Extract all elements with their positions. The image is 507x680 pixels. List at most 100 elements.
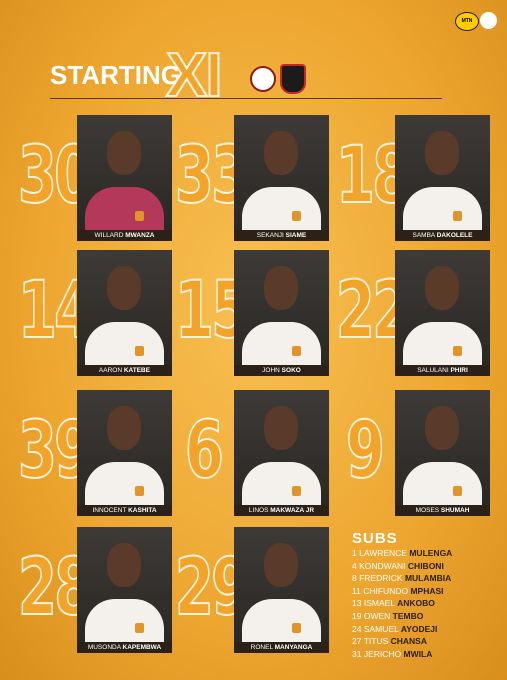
last-name: KAPEMBWA	[122, 644, 162, 651]
first-name: SAMBA	[412, 232, 435, 239]
last-name: DAKOLELE	[436, 232, 473, 239]
shirt-number: 15	[174, 266, 251, 356]
sub-row: 11 CHIFUNDO MPHASI	[352, 585, 452, 598]
first-name: SEKANJI	[256, 232, 284, 239]
player-photo	[395, 390, 490, 505]
sub-number: 27	[352, 636, 362, 647]
name-bar: JOHN SOKO	[234, 365, 329, 376]
sub-first: SAMUEL	[363, 623, 399, 634]
first-name: MUSONDA	[87, 644, 121, 651]
player-photo	[234, 390, 329, 505]
name-bar: WILLARD MWANZA	[77, 230, 172, 241]
crest	[292, 623, 301, 633]
shirt-number: 33	[174, 131, 251, 221]
player-photo	[77, 390, 172, 505]
subs-title: SUBS	[352, 530, 398, 547]
name-bar: MOSES SHUMAH	[395, 505, 490, 516]
crest	[453, 486, 462, 496]
head	[264, 266, 298, 310]
subs: SUBS 1 LAWRENCE MULENGA 4 KONDWANI CHIBON…	[352, 530, 452, 660]
sub-first: OWEN	[363, 610, 391, 621]
sub-last: TEMBO	[392, 610, 424, 621]
sub-number: 13	[352, 598, 362, 609]
title-rule	[50, 98, 442, 99]
sub-last: CHANSA	[390, 636, 427, 647]
sub-row: 1 LAWRENCE MULENGA	[352, 547, 452, 560]
name-bar: SALULANI PHIRI	[395, 365, 490, 376]
sub-number: 19	[352, 610, 362, 621]
shirt	[85, 462, 164, 505]
sub-number: 31	[352, 648, 362, 659]
sub-last: ANKOBO	[397, 598, 435, 609]
sub-last: MWILA	[403, 648, 433, 659]
head	[107, 266, 141, 310]
shirt-number: 30	[17, 131, 94, 221]
player-photo	[77, 527, 172, 642]
league-logo	[480, 12, 497, 29]
player-photo	[77, 250, 172, 365]
player-photo	[234, 527, 329, 642]
first-name: MOSES	[415, 507, 440, 514]
sub-row: 24 SAMUEL AYODEJI	[352, 623, 452, 636]
name-bar: MUSONDA KAPEMBWA	[77, 642, 172, 653]
name-bar: SEKANJI SIAME	[234, 230, 329, 241]
sponsor-logo: MTN	[455, 12, 479, 31]
crest	[135, 211, 144, 221]
title-xi: XI	[165, 40, 224, 111]
sub-number: 4	[352, 560, 357, 571]
name-bar: SAMBA DAKOLELE	[395, 230, 490, 241]
last-name: MANYANGA	[274, 644, 313, 651]
player-photo	[234, 250, 329, 365]
head	[264, 543, 298, 587]
last-name: KASHITA	[128, 507, 157, 514]
sub-last: AYODEJI	[400, 623, 438, 634]
shirt	[85, 599, 164, 642]
shirt	[403, 322, 482, 365]
sub-first: FREDRICK	[359, 573, 403, 584]
crest	[135, 623, 144, 633]
player-photo	[234, 115, 329, 230]
last-name: MWANZA	[125, 232, 155, 239]
sub-first: JERICHO	[363, 648, 402, 659]
shirt	[242, 322, 321, 365]
first-name: JOHN	[262, 367, 280, 374]
first-name: INNOCENT	[92, 507, 127, 514]
sub-number: 11	[352, 585, 361, 596]
sub-row: 27 TITUS CHANSA	[352, 635, 452, 648]
head	[107, 131, 141, 175]
first-name: RONEL	[250, 644, 273, 651]
player-photo	[395, 115, 490, 230]
sub-first: LAWRENCE	[359, 548, 407, 558]
shirt	[403, 187, 482, 230]
shirt	[242, 462, 321, 505]
club-badge	[250, 66, 276, 92]
sub-row: 4 KONDWANI CHIBONI	[352, 560, 452, 573]
first-name: LINOS	[248, 507, 269, 514]
name-bar: INNOCENT KASHITA	[77, 505, 172, 516]
player-photo	[395, 250, 490, 365]
crest	[453, 211, 462, 221]
shirt	[242, 599, 321, 642]
name-bar: AARON KATEBE	[77, 365, 172, 376]
sub-row: 19 OWEN TEMBO	[352, 610, 452, 623]
crest	[292, 211, 301, 221]
head	[425, 406, 459, 450]
crest	[292, 346, 301, 356]
sub-last: MULENGA	[409, 548, 453, 558]
crest	[135, 346, 144, 356]
sub-last: MULAMBIA	[404, 573, 452, 584]
last-name: SIAME	[285, 232, 307, 239]
name-bar: LINOS MAKWAZA JR	[234, 505, 329, 516]
shirt	[85, 187, 164, 230]
title-starting: STARTING	[50, 60, 181, 90]
shirt-number: 29	[174, 543, 251, 633]
last-name: SOKO	[281, 367, 301, 374]
first-name: WILLARD	[94, 232, 124, 239]
crest	[292, 486, 301, 496]
shirt-number: 18	[335, 131, 412, 221]
shirt-number: 22	[335, 266, 412, 356]
head	[425, 266, 459, 310]
shirt-number: 39	[17, 406, 94, 496]
crest	[135, 486, 144, 496]
